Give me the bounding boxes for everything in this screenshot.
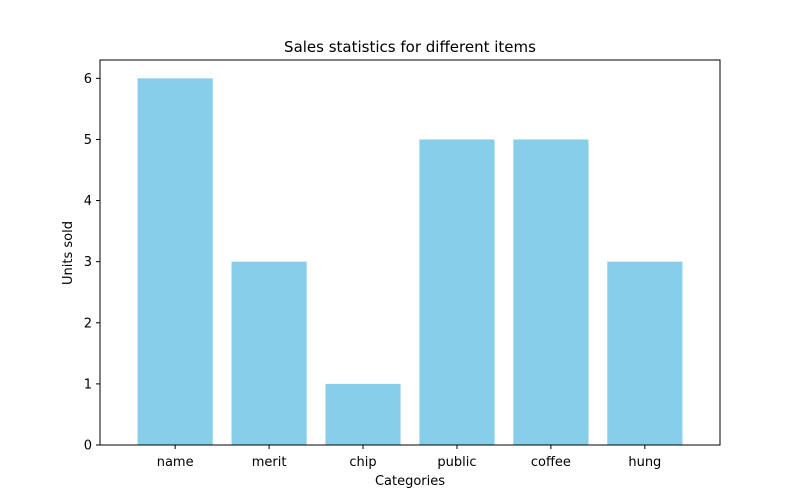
y-tick-label: 0: [84, 439, 92, 454]
bar-hung: [607, 261, 683, 445]
bar-name: [137, 78, 213, 445]
bar-chip: [325, 383, 401, 445]
x-axis-label: Categories: [375, 474, 445, 489]
plot-frame: [99, 59, 721, 446]
bars: [137, 78, 683, 445]
bar-merit: [231, 261, 307, 445]
x-tick-label: name: [157, 455, 194, 470]
y-tick-label: 2: [84, 316, 92, 331]
y-tick-label: 3: [84, 255, 92, 270]
bar-public: [419, 139, 495, 445]
y-axis: 0 1 2 3 4 5 6: [84, 72, 100, 454]
y-tick-label: 6: [84, 72, 92, 87]
x-tick-label: hung: [628, 455, 661, 470]
x-tick-label: coffee: [531, 455, 571, 470]
x-axis: name merit chip public coffee hung: [157, 445, 661, 470]
x-tick-label: chip: [349, 455, 376, 470]
x-tick-label: public: [437, 455, 476, 470]
y-tick-label: 1: [84, 377, 92, 392]
x-tick-label: merit: [252, 455, 287, 470]
y-tick-label: 5: [84, 133, 92, 148]
chart-title: Sales statistics for different items: [284, 38, 536, 56]
bar-coffee: [513, 139, 589, 445]
y-axis-label: Units sold: [61, 221, 76, 285]
y-tick-label: 4: [84, 194, 92, 209]
